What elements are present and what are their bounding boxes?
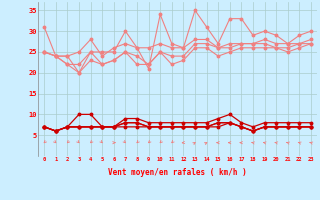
X-axis label: Vent moyen/en rafales ( km/h ): Vent moyen/en rafales ( km/h ) [108,168,247,177]
